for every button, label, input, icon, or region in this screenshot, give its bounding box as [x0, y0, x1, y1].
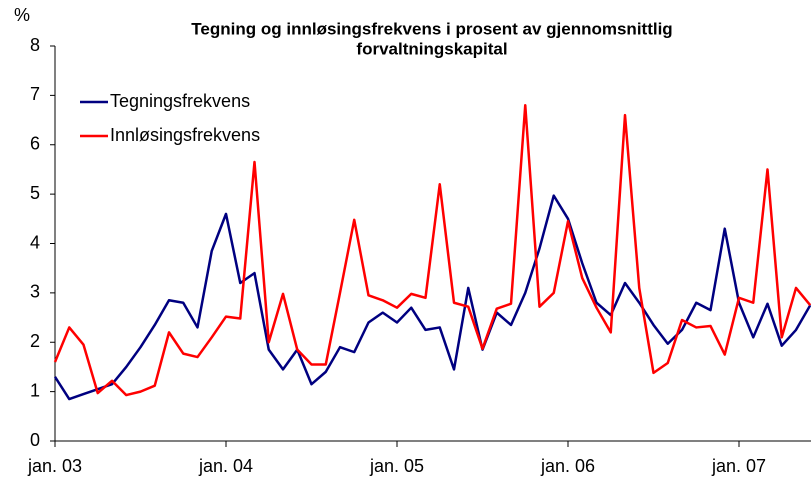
y-tick-label: 3 [30, 282, 40, 302]
y-tick-label: 7 [30, 84, 40, 104]
y-tick-label: 2 [30, 331, 40, 351]
legend-label: Innløsingsfrekvens [110, 125, 260, 145]
legend-label: Tegningsfrekvens [110, 91, 250, 111]
x-tick-label: jan. 03 [27, 456, 82, 476]
y-tick-label: 0 [30, 430, 40, 450]
series-line [53, 104, 811, 397]
series-line [53, 194, 811, 401]
y-axis-label: % [14, 5, 30, 25]
x-tick-label: jan. 06 [540, 456, 595, 476]
x-tick-label: jan. 04 [198, 456, 253, 476]
y-tick-label: 8 [30, 35, 40, 55]
chart-title: forvaltningskapital [356, 39, 507, 58]
y-tick-label: 1 [30, 380, 40, 400]
x-tick-label: jan. 07 [711, 456, 766, 476]
y-tick-label: 4 [30, 232, 40, 252]
chart-title: Tegning og innløsingsfrekvens i prosent … [191, 19, 672, 38]
y-tick-label: 5 [30, 183, 40, 203]
y-tick-label: 6 [30, 134, 40, 154]
x-tick-label: jan. 05 [369, 456, 424, 476]
